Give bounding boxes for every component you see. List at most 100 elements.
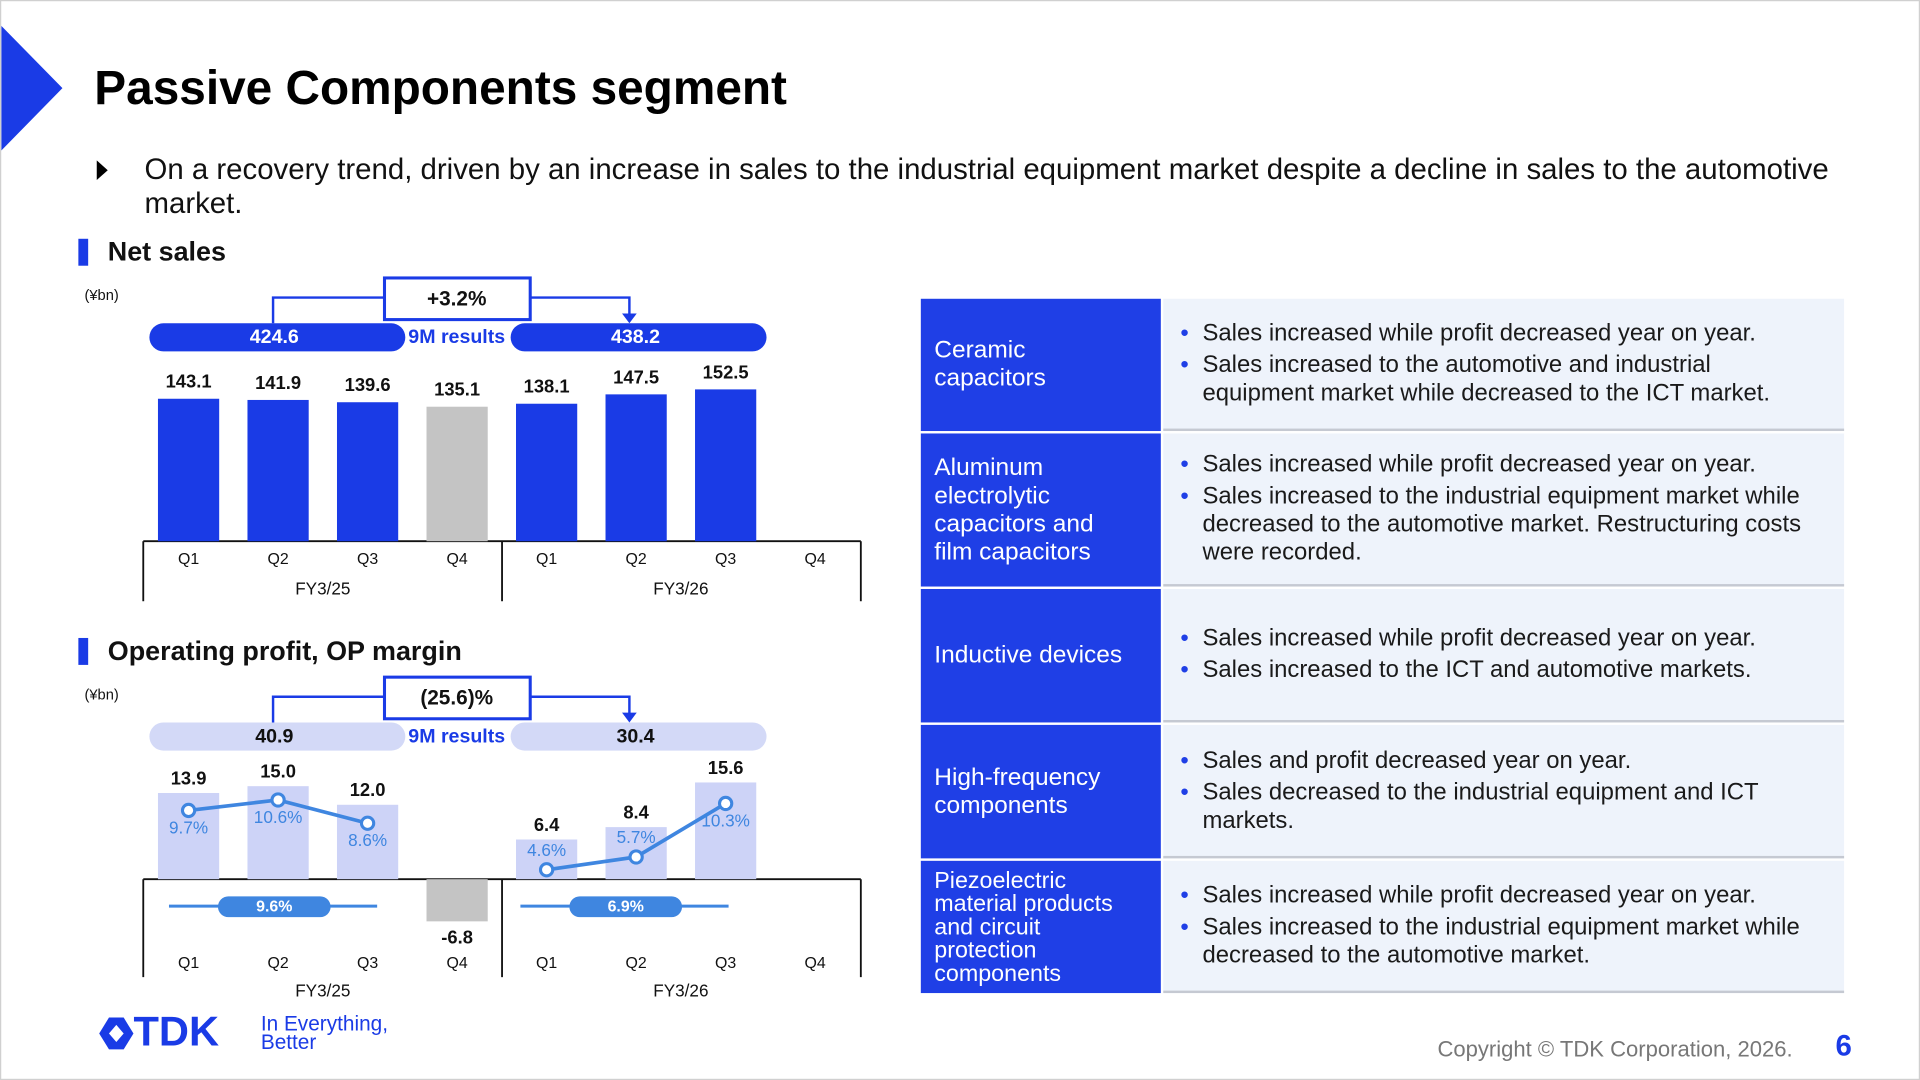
copyright: Copyright © TDK Corporation, 2026.: [1437, 1037, 1793, 1062]
margin-point: [270, 792, 286, 808]
x-tick-label: Q2: [267, 955, 288, 972]
row-label-line: Piezoelectric: [934, 867, 1067, 894]
change-bracket: [530, 296, 631, 315]
bullet-item: Sales increased to the ICT and automotiv…: [1180, 656, 1755, 684]
bullet-list: Sales increased while profit decreased y…: [1163, 621, 1780, 688]
bullet-marker: [96, 160, 108, 181]
bar-value-label: 135.1: [434, 379, 480, 400]
bullet-item: Sales decreased to the industrial equipm…: [1180, 778, 1819, 834]
tagline: Better: [261, 1031, 317, 1054]
nine-month-label: 9M results: [408, 326, 505, 348]
table-row: High-frequencycomponentsSales and profit…: [920, 724, 1845, 861]
row-description: Sales increased while profit decreased y…: [1163, 860, 1845, 994]
nine-month-label: 9M results: [408, 725, 505, 747]
bar-value-label: -6.8: [441, 926, 473, 947]
bar-value-label: 143.1: [166, 371, 212, 392]
nine-month-value: 30.4: [616, 725, 654, 747]
bullet-item: Sales and profit decreased year on year.: [1180, 746, 1819, 774]
row-label-line: capacitors and: [934, 510, 1094, 537]
unit-label: (¥bn): [84, 288, 118, 304]
nine-month-value: 438.2: [611, 326, 660, 348]
x-tick-label: Q1: [536, 955, 557, 972]
bar-value-label: 6.4: [534, 814, 560, 835]
section-marker: [78, 238, 89, 266]
bullet-list: Sales increased while profit decreased y…: [1163, 878, 1844, 974]
margin-label: 9.7%: [169, 817, 208, 837]
margin-point: [717, 795, 734, 812]
x-tick-label: Q4: [805, 551, 826, 568]
bar: [247, 399, 309, 542]
nine-month-pill: [510, 722, 767, 751]
header-arrow: [1, 25, 63, 151]
row-description: Sales increased while profit decreased y…: [1163, 433, 1845, 587]
margin-label: 5.7%: [617, 827, 656, 847]
bar-value-label: 138.1: [524, 376, 570, 397]
row-label-line: components: [934, 960, 1062, 987]
group-label: FY3/26: [653, 980, 708, 1000]
bullet-item: Sales increased while profit decreased y…: [1180, 882, 1819, 910]
row-label: Ceramic capacitors: [920, 298, 1161, 432]
row-label: Piezoelectric material products and circui…: [920, 860, 1161, 994]
group-label: FY3/25: [295, 579, 350, 599]
logo-emblem: [99, 1017, 134, 1050]
row-label-line: Ceramic: [934, 336, 1026, 364]
bullet-item: Sales increased while profit decreased y…: [1180, 320, 1819, 348]
margin-point: [538, 862, 555, 878]
bullet-item: Sales increased to the industrial equipm…: [1180, 482, 1819, 566]
bar-value-label: 139.6: [345, 374, 391, 395]
chart-title: Operating profit, OP margin: [108, 636, 462, 666]
group-label: FY3/26: [653, 579, 708, 599]
bullet-item: Sales increased to the automotive and in…: [1180, 351, 1819, 407]
margin-point: [180, 802, 197, 819]
nine-month-value: 424.6: [250, 326, 299, 348]
change-label: (25.6)%: [420, 687, 493, 710]
nine-month-margin-pill: [569, 896, 683, 918]
bar: [605, 394, 667, 542]
row-label-line: and circuit: [934, 914, 1041, 940]
unit-label: (¥bn): [84, 687, 118, 703]
nine-month-value: 40.9: [255, 725, 293, 747]
nine-month-margin-label: 6.9%: [608, 899, 644, 916]
change-box: [382, 276, 532, 322]
bullet-list: Sales and profit decreased year on year.…: [1163, 743, 1844, 839]
bar-value-label: 15.0: [260, 761, 296, 782]
bar-value-label: 147.5: [613, 366, 659, 387]
x-tick-label: Q2: [267, 551, 288, 568]
bullet-item: Sales increased while profit decreased y…: [1180, 451, 1819, 479]
bar-value-label: 141.9: [255, 372, 301, 393]
row-label-line: electrolytic: [934, 481, 1050, 509]
row-label-line: material products: [934, 890, 1113, 917]
x-tick-label: Q3: [715, 551, 736, 568]
change-bracket: [271, 695, 385, 723]
margin-point: [359, 815, 376, 831]
bar: [516, 403, 578, 542]
bullet-list: Sales increased while profit decreased y…: [1163, 316, 1844, 412]
logo: TDK: [133, 1008, 219, 1055]
row-label-line: Inductive devices: [934, 641, 1123, 669]
row-label-line: protection: [934, 937, 1037, 964]
margin-label: 8.6%: [348, 830, 387, 850]
row-label-line: components: [934, 791, 1068, 819]
nine-month-pill: [510, 323, 767, 352]
lead-text: On a recovery trend, driven by an increa…: [144, 153, 1829, 221]
row-label: Inductive devices: [920, 588, 1161, 723]
bar: [336, 402, 399, 542]
bar-value-label: 15.6: [708, 757, 744, 778]
table-row: Aluminum electrolytic capacitors and film c…: [920, 433, 1845, 589]
margin-label: 10.6%: [254, 807, 303, 827]
bar: [426, 406, 488, 542]
bullet-item: Sales increased to the industrial equipm…: [1180, 913, 1819, 969]
x-tick-label: Q1: [536, 551, 557, 568]
margin-label: 4.6%: [527, 840, 566, 860]
bar: [157, 398, 220, 542]
x-tick-label: Q4: [446, 551, 467, 568]
x-tick-label: Q2: [626, 955, 647, 972]
x-tick-label: Q3: [357, 551, 378, 568]
change-bracket: [530, 695, 631, 714]
bar-value-label: 152.5: [703, 361, 749, 382]
row-description: Sales and profit decreased year on year.…: [1163, 724, 1845, 859]
x-tick-label: Q1: [178, 551, 199, 568]
change-bracket: [271, 296, 385, 324]
